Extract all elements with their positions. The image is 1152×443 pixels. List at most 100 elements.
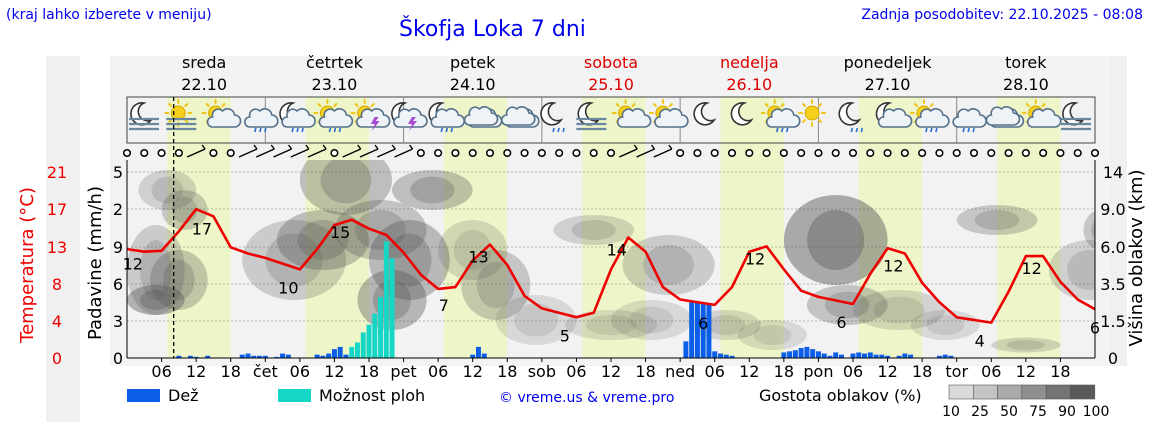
shower-bar xyxy=(366,324,372,358)
temperature-tick-label: 13 xyxy=(47,238,67,257)
rain-bar xyxy=(683,341,689,358)
cloud-density-core xyxy=(707,315,746,335)
plot-area xyxy=(127,160,1095,358)
night-band xyxy=(680,97,721,358)
rain-bar xyxy=(689,302,695,358)
wind-calm-marker xyxy=(520,148,529,158)
wind-calm-marker xyxy=(606,148,616,158)
x-tick-label: 18 xyxy=(1050,362,1070,381)
shower-bar xyxy=(372,313,378,358)
x-tick-label: 18 xyxy=(359,362,379,381)
rain-bar xyxy=(694,302,700,358)
cloud-density-area xyxy=(956,205,1038,235)
night-band xyxy=(127,97,168,358)
cloud-density-area xyxy=(611,300,692,340)
temperature-label: 7 xyxy=(439,296,449,315)
wind-barb xyxy=(342,148,361,158)
cloud-density-area xyxy=(564,310,658,340)
cloud-density-swatch xyxy=(997,384,1023,400)
day-date-2: 24.10 xyxy=(450,75,496,94)
cloud-density-core xyxy=(807,210,865,270)
wind-barb xyxy=(619,148,638,158)
temperature-label: 12 xyxy=(745,249,765,268)
cloud-density-area xyxy=(783,195,888,285)
cloud-density-core xyxy=(410,176,455,204)
precipitation-tick-label: 6 xyxy=(113,275,123,294)
night-band xyxy=(818,97,859,358)
rain-legend-swatch xyxy=(127,389,160,402)
cloud-density-level: 75 xyxy=(1029,404,1047,420)
shower-bar xyxy=(360,332,366,358)
wind-calm-marker xyxy=(797,148,806,158)
rain-bar xyxy=(838,354,844,358)
x-tick-label: 12 xyxy=(739,362,759,381)
x-tick-label: pet xyxy=(390,362,416,381)
cloud-density-core xyxy=(974,210,1020,230)
rain-bar xyxy=(810,349,816,358)
rain-bar xyxy=(902,353,908,358)
x-tick-label: tor xyxy=(945,362,968,381)
rain-bar xyxy=(257,355,263,358)
cloud-density-core xyxy=(629,306,674,334)
day-name-0: sreda xyxy=(182,53,226,72)
x-tick-label: 06 xyxy=(151,362,171,381)
shower-bar xyxy=(383,241,389,358)
cloud-density-core xyxy=(139,290,172,310)
cloud-density-swatch xyxy=(1045,384,1071,400)
wind-calm-marker xyxy=(710,148,719,158)
night-band xyxy=(956,97,998,358)
cloud-density-area xyxy=(853,290,946,330)
wind-calm-marker xyxy=(330,148,339,158)
day-name-6: torek xyxy=(1005,53,1047,72)
rain-bar xyxy=(896,355,902,358)
cloud-density-swatch xyxy=(1070,384,1096,400)
location-hint[interactable]: (kraj lahko izberete v meniju) xyxy=(6,7,212,23)
temperature-axis-title: Temperatura (°C) xyxy=(17,187,38,344)
cloud-density-core xyxy=(355,210,406,250)
cloud-density-core xyxy=(453,230,492,270)
rain-bar xyxy=(245,353,251,358)
cloud-density-level: 25 xyxy=(971,404,989,420)
night-band xyxy=(922,97,957,358)
temperature-label: 4 xyxy=(975,332,985,351)
cloud-density-core xyxy=(1091,219,1095,241)
page-title: Škofja Loka 7 dni xyxy=(399,17,586,42)
rain-bar xyxy=(723,354,729,358)
wind-barb xyxy=(668,144,673,150)
x-tick-label: 12 xyxy=(877,362,897,381)
day-band xyxy=(997,97,1061,358)
wind-calm-marker xyxy=(157,148,166,158)
cloud-density-area xyxy=(334,200,427,260)
shower-bar xyxy=(349,346,355,358)
rain-bar xyxy=(942,354,948,358)
cloud-height-axis-title: Višina oblakov (km) xyxy=(1126,169,1147,346)
cloud-density-level: 100 xyxy=(1083,404,1110,420)
rain-bar xyxy=(326,353,332,358)
cloud-density-area xyxy=(461,250,531,320)
cloud-density-core xyxy=(163,260,195,300)
cloud-density-level: 50 xyxy=(1000,404,1018,420)
precipitation-tick-label: 9 xyxy=(113,238,123,257)
shower-bar xyxy=(354,342,360,358)
x-tick-label: 06 xyxy=(290,362,310,381)
x-tick-label: 12 xyxy=(601,362,621,381)
wind-calm-marker xyxy=(969,148,979,158)
temperature-label: 5 xyxy=(560,326,570,345)
credit-link[interactable]: © vreme.us & vreme.pro xyxy=(499,390,674,406)
rain-bar xyxy=(239,354,245,358)
wind-calm-marker xyxy=(727,148,737,158)
rain-bar xyxy=(879,354,885,358)
precipitation-axis-title: Padavine (mm/h) xyxy=(85,186,106,340)
shower-bar xyxy=(389,258,395,358)
wind-calm-marker xyxy=(918,148,927,158)
wind-calm-marker xyxy=(866,148,875,158)
cloud-density-core xyxy=(926,315,965,335)
rain-bar xyxy=(850,353,856,358)
temperature-label: 13 xyxy=(468,248,488,267)
night-band xyxy=(403,97,444,358)
night-band xyxy=(265,97,306,358)
cloud-height-tick-label: 0 xyxy=(1108,349,1118,368)
wind-calm-marker xyxy=(779,148,788,158)
x-tick-label: pon xyxy=(803,362,833,381)
rain-bar xyxy=(862,353,868,358)
